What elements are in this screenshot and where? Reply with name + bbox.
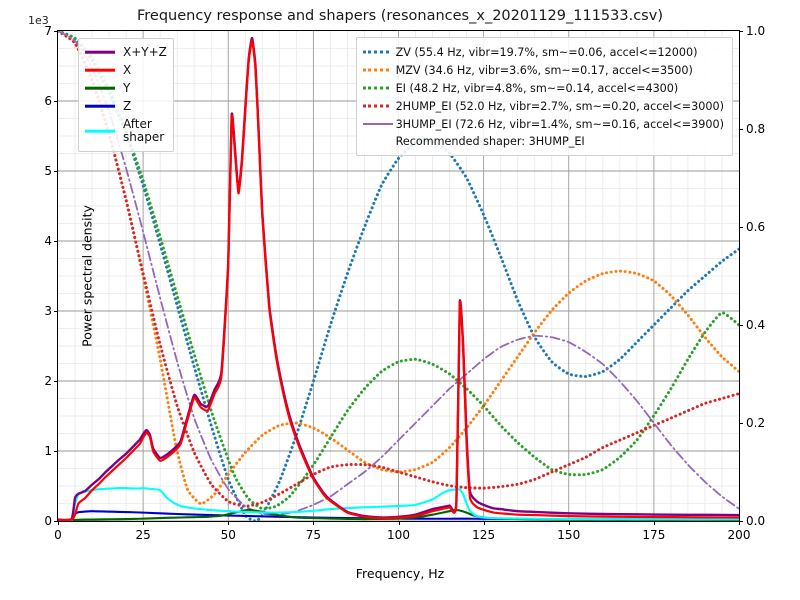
- y-tick-label-5: 5: [44, 164, 52, 178]
- y-tick-label-1: 1: [44, 444, 52, 458]
- y-tick-mark-2: [54, 381, 58, 382]
- y2-tick-mark-0.8: [739, 129, 743, 130]
- legend-swatch-2hump-ei: [362, 100, 389, 112]
- y-tick-label-7: 7: [44, 24, 52, 38]
- x-tick-label-0: 0: [54, 528, 62, 542]
- legend-item-after-shaper[interactable]: After shaper: [85, 115, 167, 147]
- plot-area: 0 25 50 75 100 125 150 175 200 0 1 2 3 4 5 6 7 0.0 0.2 0.4 0…: [44, 24, 765, 542]
- legend-swatch-after-shaper: [85, 125, 115, 137]
- y-tick-mark-6: [54, 101, 58, 102]
- series-3hump-ei: [58, 31, 739, 516]
- x-tick-mark-200: [739, 521, 740, 525]
- legend-swatch-z: [85, 100, 115, 112]
- y-tick-mark-5: [54, 171, 58, 172]
- series-mzv: [58, 31, 739, 506]
- y-axis-exponent-label: 1e3: [28, 14, 49, 27]
- y2-tick-label-0.6: 0.6: [746, 220, 766, 234]
- legend-swatch-x: [85, 64, 115, 76]
- legend-label-mzv: MZV (34.6 Hz, vibr=3.6%, sm~=0.17, accel…: [395, 63, 693, 77]
- y-axis-label-left: Power spectral density: [79, 205, 95, 347]
- y-tick-mark-0: [54, 521, 58, 522]
- y-tick-label-4: 4: [44, 234, 52, 248]
- x-tick-label-150: 150: [557, 528, 581, 542]
- y2-tick-mark-0.6: [739, 227, 743, 228]
- x-tick-mark-125: [483, 521, 485, 525]
- legend-item-ei[interactable]: EI (48.2 Hz, vibr=4.8%, sm~=0.14, accel<…: [362, 79, 724, 97]
- legend-item-x[interactable]: X: [85, 61, 167, 79]
- legend-label-z: Z: [123, 98, 132, 113]
- x-tick-mark-0: [58, 521, 59, 525]
- y2-tick-mark-1: [739, 31, 743, 32]
- y2-tick-mark-0.2: [739, 423, 743, 424]
- series-after-shaper: [58, 487, 739, 521]
- y2-tick-label-0: 0.0: [746, 514, 766, 528]
- y-tick-label-2: 2: [44, 374, 52, 388]
- legend-item-z[interactable]: Z: [85, 97, 167, 115]
- series-ei: [58, 31, 739, 511]
- y2-tick-label-0.8: 0.8: [746, 122, 766, 136]
- x-tick-label-75: 75: [305, 528, 322, 542]
- y-tick-mark-7: [54, 31, 58, 32]
- legend-item-zv[interactable]: ZV (55.4 Hz, vibr=19.7%, sm~=0.06, accel…: [362, 43, 724, 61]
- legend-swatch-mzv: [362, 64, 389, 76]
- legend-swatch-zv: [362, 46, 389, 58]
- legend-item-xyz[interactable]: X+Y+Z: [85, 43, 167, 61]
- x-tick-label-175: 175: [642, 528, 666, 542]
- x-tick-mark-100: [398, 521, 400, 525]
- x-tick-mark-75: [313, 521, 315, 525]
- x-tick-mark-150: [568, 521, 570, 525]
- y-tick-mark-3: [54, 311, 58, 312]
- y-tick-label-6: 6: [44, 94, 52, 108]
- x-tick-mark-175: [653, 521, 655, 525]
- legend-item-3hump-ei[interactable]: 3HUMP_EI (72.6 Hz, vibr=1.4%, sm~=0.16, …: [362, 115, 724, 133]
- legend-label-xyz: X+Y+Z: [123, 44, 167, 59]
- legend-label-2hump-ei: 2HUMP_EI (52.0 Hz, vibr=2.7%, sm~=0.20, …: [395, 99, 724, 113]
- legend-label-x: X: [123, 62, 132, 77]
- legend-label-y: Y: [123, 80, 131, 95]
- x-axis-label: Frequency, Hz: [355, 566, 445, 581]
- legend-label-3hump-ei: 3HUMP_EI (72.6 Hz, vibr=1.4%, sm~=0.16, …: [395, 117, 724, 131]
- recommended-shaper-note: Recommended shaper: 3HUMP_EI: [395, 135, 585, 148]
- x-tick-label-25: 25: [135, 528, 151, 542]
- x-tick-mark-25: [143, 521, 145, 525]
- x-tick-label-50: 50: [220, 528, 236, 542]
- x-tick-label-125: 125: [472, 528, 496, 542]
- legend-label-after-shaper: After shaper: [123, 117, 165, 144]
- x-tick-label-100: 100: [387, 528, 410, 542]
- y-tick-mark-1: [54, 451, 58, 452]
- data-layer: [58, 31, 739, 521]
- legend-shapers: ZV (55.4 Hz, vibr=19.7%, sm~=0.06, accel…: [355, 37, 733, 156]
- y-tick-label-3: 3: [44, 304, 52, 318]
- x-tick-label-200: 200: [727, 528, 751, 542]
- legend-item-2hump-ei[interactable]: 2HUMP_EI (52.0 Hz, vibr=2.7%, sm~=0.20, …: [362, 97, 724, 115]
- y2-tick-label-0.4: 0.4: [746, 318, 766, 332]
- y2-tick-label-1: 1.0: [746, 24, 766, 38]
- legend-item-mzv[interactable]: MZV (34.6 Hz, vibr=3.6%, sm~=0.17, accel…: [362, 61, 724, 79]
- legend-label-ei: EI (48.2 Hz, vibr=4.8%, sm~=0.14, accel<…: [395, 81, 679, 95]
- legend-item-y[interactable]: Y: [85, 79, 167, 97]
- y2-tick-mark-0: [739, 521, 743, 522]
- series-x: [58, 39, 739, 521]
- y2-tick-mark-0.4: [739, 325, 743, 326]
- legend-psd-series: X+Y+Z X Y Z After shaper: [78, 38, 174, 152]
- legend-swatch-3hump-ei: [362, 118, 393, 130]
- legend-swatch-ei: [362, 82, 389, 94]
- series-zv: [58, 31, 739, 521]
- legend-swatch-y: [85, 82, 115, 94]
- series-2hump-ei: [58, 31, 739, 508]
- legend-label-zv: ZV (55.4 Hz, vibr=19.7%, sm~=0.06, accel…: [395, 45, 698, 59]
- chart-title: Frequency response and shapers (resonanc…: [137, 8, 663, 24]
- legend-swatch-xyz: [85, 46, 115, 58]
- y-tick-label-0: 0: [44, 514, 52, 528]
- y-tick-mark-4: [54, 241, 58, 242]
- y2-tick-label-0.2: 0.2: [746, 416, 766, 430]
- x-tick-mark-50: [228, 521, 230, 525]
